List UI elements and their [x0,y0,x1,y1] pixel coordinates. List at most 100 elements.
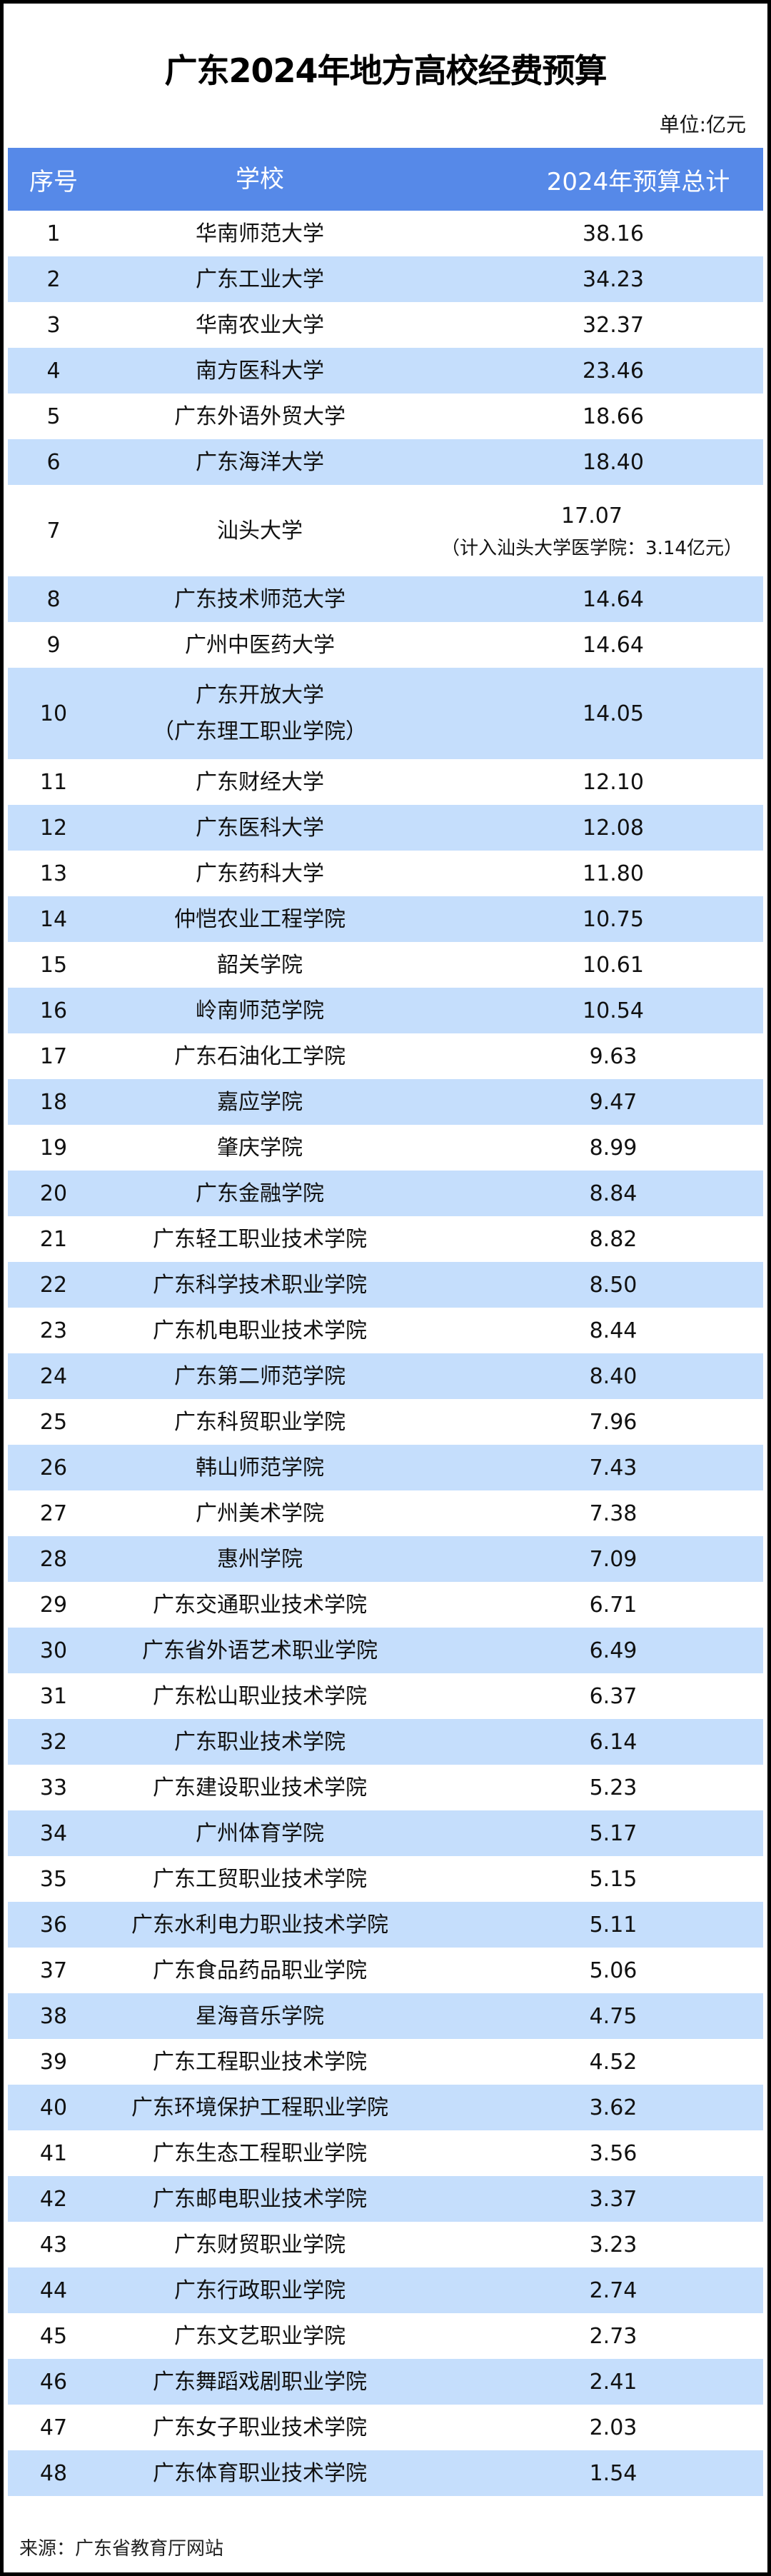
budget-value: 11.80 [583,861,644,886]
row-number: 9 [46,632,61,658]
school-name: 广东体育职业技术学院 [153,2460,367,2486]
budget-cell: 12.10 [420,764,763,801]
school-name: 广东舞蹈戏剧职业学院 [153,2369,367,2395]
row-number: 35 [39,1866,68,1892]
budget-value: 1.54 [589,2460,638,2486]
table-row: 10 广东开放大学 （广东理工职业学院） 14.05 [8,668,763,759]
school-name: 广州美术学院 [196,1500,324,1526]
table-row: 46 广东舞蹈戏剧职业学院 2.41 [8,2359,763,2405]
school-name: 广东水利电力职业技术学院 [131,1912,388,1938]
school-name: 广东职业技术学院 [174,1729,346,1755]
budget-cell: 12.08 [420,810,763,846]
row-number: 33 [39,1775,68,1800]
budget-cell: 3.56 [420,2135,763,2172]
school-cell: 广东松山职业技术学院 [99,1678,420,1715]
school-name: 广东开放大学 [196,683,324,708]
table-row: 39 广东工程职业技术学院 4.52 [8,2039,763,2085]
budget-value: 2.03 [589,2415,638,2440]
school-cell: 广东金融学院 [99,1176,420,1212]
table-row: 33 广东建设职业技术学院 5.23 [8,1765,763,1810]
row-number: 20 [39,1181,68,1206]
table-row: 35 广东工贸职业技术学院 5.15 [8,1856,763,1902]
school-cell: 广东生态工程职业学院 [99,2135,420,2172]
row-number: 44 [39,2277,68,2303]
school-cell: 广东科学技术职业学院 [99,1267,420,1303]
table-row: 6 广东海洋大学 18.40 [8,439,763,485]
budget-value: 5.23 [589,1775,638,1800]
budget-value: 8.99 [589,1135,638,1161]
row-number: 16 [39,998,68,1023]
budget-cell: 5.11 [420,1907,763,1943]
budget-cell: 9.47 [420,1084,763,1121]
school-name: 广东科学技术职业学院 [153,1272,367,1298]
budget-value: 14.05 [583,701,644,726]
school-name: 广东科贸职业学院 [174,1409,346,1435]
budget-cell: 8.82 [420,1221,763,1258]
table-row: 3 华南农业大学 32.37 [8,302,763,348]
row-number: 10 [39,701,68,726]
budget-cell: 11.80 [420,856,763,892]
header-school: 学校 [236,164,284,194]
row-number: 24 [39,1363,68,1389]
row-number: 25 [39,1409,68,1435]
school-cell: 广东开放大学 （广东理工职业学院） [99,677,420,750]
budget-cell: 32.37 [420,307,763,344]
row-number: 17 [39,1043,68,1069]
budget-value: 7.43 [589,1455,638,1480]
row-number: 48 [39,2460,68,2486]
row-number: 18 [39,1089,68,1115]
table-row: 30 广东省外语艺术职业学院 6.49 [8,1628,763,1673]
budget-cell: 10.75 [420,901,763,938]
school-cell: 广东食品药品职业学院 [99,1953,420,1989]
table-row: 25 广东科贸职业学院 7.96 [8,1399,763,1445]
school-cell: 华南农业大学 [99,307,420,344]
table-row: 41 广东生态工程职业学院 3.56 [8,2130,763,2176]
budget-cell: 8.50 [420,1267,763,1303]
row-number: 31 [39,1683,68,1709]
school-name: 韩山师范学院 [196,1455,324,1480]
budget-cell: 7.96 [420,1404,763,1440]
school-cell: 广州体育学院 [99,1815,420,1852]
row-number: 43 [39,2232,68,2257]
row-number: 40 [39,2095,68,2120]
table-row: 14 仲恺农业工程学院 10.75 [8,896,763,942]
budget-cell: 8.84 [420,1176,763,1212]
school-name: 韶关学院 [217,952,303,978]
school-cell: 广东科贸职业学院 [99,1404,420,1440]
budget-cell: 14.05 [420,696,763,732]
school-name: 广东海洋大学 [196,449,324,475]
budget-value: 18.40 [583,449,644,475]
school-name: 广东生态工程职业学院 [153,2140,367,2166]
school-name: 广东行政职业学院 [174,2277,346,2303]
school-cell: 广东水利电力职业技术学院 [99,1907,420,1943]
school-name: 星海音乐学院 [196,2003,324,2029]
school-name: 广东交通职业技术学院 [153,1592,367,1618]
budget-cell: 6.37 [420,1678,763,1715]
budget-cell: 7.09 [420,1541,763,1578]
table-row: 48 广东体育职业技术学院 1.54 [8,2450,763,2496]
source-note: 来源：广东省教育厅网站 [19,2538,224,2560]
table-row: 17 广东石油化工学院 9.63 [8,1033,763,1079]
budget-cell: 7.43 [420,1450,763,1486]
school-name: 广东机电职业技术学院 [153,1318,367,1343]
budget-cell: 4.75 [420,1998,763,2035]
budget-value: 3.37 [589,2186,638,2212]
page: 广东2024年地方高校经费预算 单位:亿元 序号 学校 2024年预算总计 1 华… [4,4,767,2572]
budget-value: 10.54 [583,998,644,1023]
row-number: 26 [39,1455,68,1480]
budget-value: 12.10 [583,769,644,795]
school-name: 肇庆学院 [217,1135,303,1161]
table-row: 45 广东文艺职业学院 2.73 [8,2313,763,2359]
school-name: 广东环境保护工程职业学院 [131,2095,388,2120]
school-name: 汕头大学 [217,518,303,543]
table-row: 34 广州体育学院 5.17 [8,1810,763,1856]
row-number: 23 [39,1318,68,1343]
budget-cell: 3.62 [420,2090,763,2126]
row-number: 19 [39,1135,68,1161]
page-title: 广东2024年地方高校经费预算 [164,51,607,90]
school-name: 广东金融学院 [196,1181,324,1206]
school-cell: 广州中医药大学 [99,627,420,663]
budget-value: 6.37 [589,1683,638,1709]
budget-value: 6.14 [589,1729,638,1755]
row-number: 12 [39,815,68,841]
